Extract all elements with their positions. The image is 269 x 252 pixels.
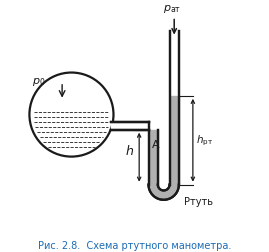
Text: $p_0$: $p_0$: [32, 76, 45, 87]
Text: $h_{\mathrm{рт}}$: $h_{\mathrm{рт}}$: [196, 134, 214, 148]
Text: Рис. 2.8.  Схема ртутного манометра.: Рис. 2.8. Схема ртутного манометра.: [38, 240, 231, 250]
Text: $p_{\mathrm{ат}}$: $p_{\mathrm{ат}}$: [163, 3, 181, 15]
Polygon shape: [148, 185, 179, 200]
Text: h: h: [125, 144, 133, 157]
Circle shape: [29, 73, 114, 157]
Text: A: A: [152, 140, 159, 149]
Text: Ртуть: Ртуть: [183, 197, 213, 206]
